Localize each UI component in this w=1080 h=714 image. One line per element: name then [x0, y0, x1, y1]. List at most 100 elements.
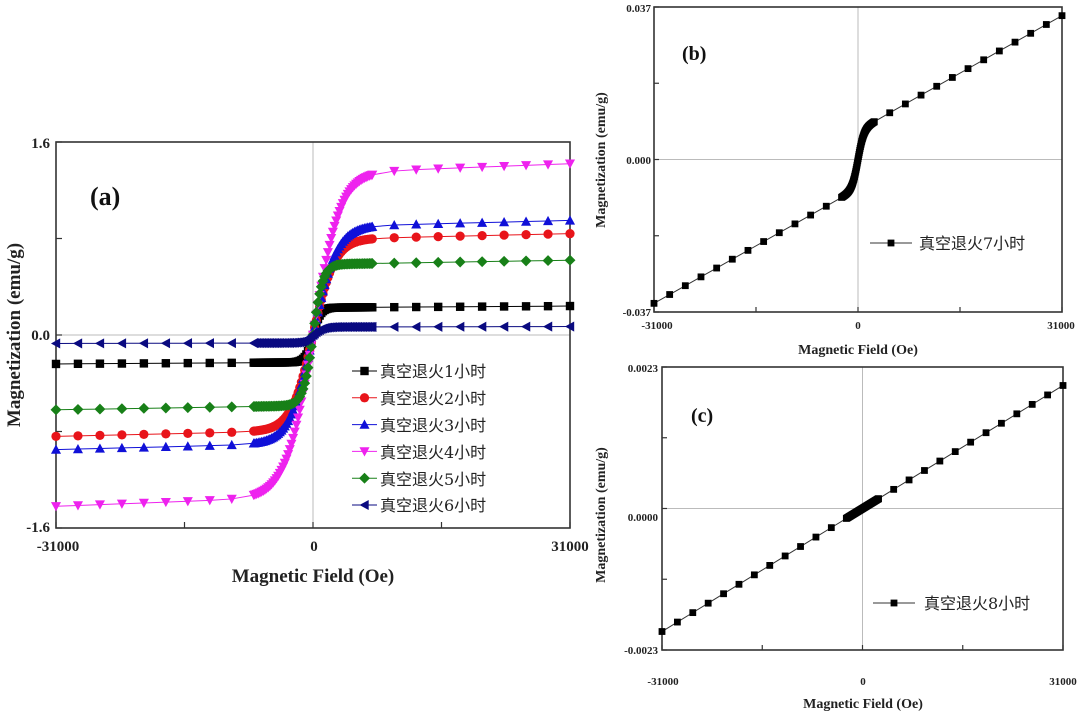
y-axis-title: Magnetization (emu/g): [594, 447, 609, 583]
y-axis-title: Magnetization (emu/g): [4, 243, 25, 427]
legend-label: 真空退火7小时: [919, 234, 1025, 253]
data-point: [564, 159, 576, 169]
data-point: [182, 497, 193, 507]
data-point: [713, 264, 721, 272]
legend-label: 真空退火8小时: [924, 594, 1030, 613]
data-point: [410, 257, 422, 269]
data-point: [673, 618, 681, 626]
data-point: [390, 302, 399, 312]
x-tick-label: -31000: [641, 320, 673, 332]
data-point: [521, 321, 531, 332]
data-point: [933, 82, 941, 90]
data-point: [300, 370, 312, 382]
data-point: [367, 170, 378, 180]
data-point: [455, 231, 465, 241]
data-point: [917, 91, 925, 99]
data-point: [1011, 38, 1019, 46]
data-point: [476, 256, 488, 268]
data-point: [227, 427, 237, 437]
x-tick-label: 31000: [1049, 676, 1077, 688]
data-point: [321, 255, 332, 266]
data-point: [565, 301, 575, 311]
data-point: [309, 317, 321, 329]
data-point: [704, 599, 712, 607]
legend-marker: [359, 419, 370, 429]
data-point: [411, 232, 421, 242]
data-point: [433, 321, 443, 332]
data-point: [204, 401, 216, 413]
data-point: [681, 282, 689, 290]
data-point: [980, 56, 988, 64]
chart-panel-a: 1.6 0.0 -1.6 -31000 0 31000 Magnetic Fie…: [4, 136, 589, 587]
data-point: [51, 359, 61, 369]
data-point: [433, 164, 444, 174]
y-axis-title: Magnetization (emu/g): [594, 92, 609, 228]
data-point: [94, 338, 105, 349]
data-point: [324, 240, 335, 251]
data-point: [286, 439, 297, 450]
x-axis-title: Magnetic Field (Oe): [803, 697, 923, 712]
data-point: [366, 258, 378, 269]
data-point: [521, 161, 532, 171]
data-point: [455, 321, 465, 332]
data-point: [936, 457, 944, 465]
data-point: [312, 296, 324, 308]
data-point: [72, 338, 83, 349]
data-point: [205, 358, 214, 368]
data-point: [542, 215, 554, 226]
y-tick-label: 0.037: [626, 3, 651, 15]
y-tick-label: -1.6: [26, 520, 50, 536]
data-point: [227, 358, 236, 368]
data-point: [204, 496, 215, 506]
data-point: [521, 302, 531, 311]
legend-marker: [359, 447, 370, 457]
data-point: [905, 476, 913, 484]
data-point: [288, 433, 299, 444]
data-point: [138, 498, 149, 509]
data-point: [302, 362, 314, 374]
data-point: [433, 218, 444, 228]
data-point: [289, 427, 300, 437]
data-point: [204, 338, 214, 349]
data-point: [326, 234, 337, 244]
data-point: [304, 352, 316, 364]
legend-a: 真空退火1小时 真空退火2小时 真空退火3小时 真空退火4小时 真空退火5小时 …: [352, 362, 486, 515]
data-point: [138, 442, 149, 452]
data-point: [73, 431, 83, 441]
data-point: [389, 233, 399, 243]
plot-area-a: [50, 141, 576, 529]
legend-marker: [887, 239, 895, 247]
data-point: [161, 429, 171, 439]
data-point: [812, 533, 820, 541]
x-tick-label: 0: [860, 676, 866, 688]
data-point: [498, 255, 510, 267]
panel-label-a: (a): [90, 182, 120, 211]
data-point: [160, 402, 172, 414]
data-point: [117, 430, 127, 440]
series-1: [650, 12, 1066, 307]
data-point: [870, 118, 878, 126]
data-point: [160, 338, 171, 349]
data-point: [94, 443, 105, 453]
data-point: [327, 227, 338, 237]
data-point: [543, 229, 553, 239]
data-point: [499, 217, 510, 227]
data-point: [310, 306, 322, 318]
y-tick-label: 0.0: [31, 328, 50, 344]
legend-b: 真空退火7小时: [870, 234, 1025, 253]
data-point: [51, 431, 61, 441]
data-point: [116, 403, 128, 415]
data-point: [161, 359, 171, 368]
data-point: [138, 402, 150, 414]
data-point: [650, 299, 658, 307]
data-point: [226, 338, 236, 349]
chart-panel-b: 0.037 0.000 -0.037 -31000 0 31000 Magnet…: [594, 3, 1075, 358]
data-point: [1028, 400, 1036, 408]
data-point: [455, 302, 465, 311]
data-point: [367, 321, 377, 332]
data-point: [728, 255, 736, 263]
data-point: [116, 442, 127, 453]
data-point: [50, 338, 61, 349]
data-point: [964, 65, 972, 73]
data-point: [411, 321, 421, 332]
